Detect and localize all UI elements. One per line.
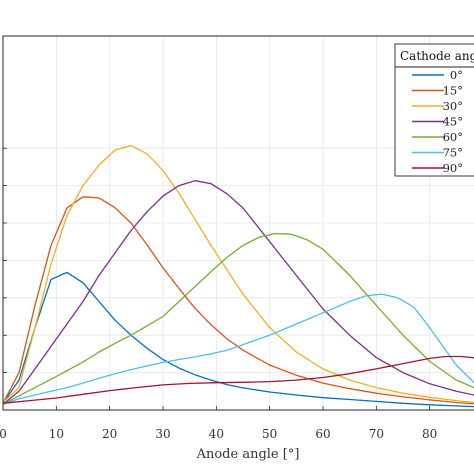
x-tick-label: 10 (49, 427, 64, 441)
x-tick-label: 50 (262, 427, 277, 441)
legend-items: 0° 15°30° 45°60° 75°90° (412, 68, 463, 175)
x-tick-label: 40 (209, 427, 224, 441)
legend-item-label: 45° (443, 115, 463, 129)
series-line-0 (2, 271, 474, 408)
series-line-1 (2, 196, 474, 405)
series-line-6 (2, 355, 474, 404)
series-line-3 (2, 180, 474, 405)
x-tick-label: 80 (422, 427, 437, 441)
x-tick-label: 30 (155, 427, 170, 441)
axis-ticks (2, 147, 431, 410)
x-axis-label: Anode angle [°] (196, 447, 300, 462)
legend-item-label: 60° (443, 130, 463, 144)
legend-item-label: 90° (443, 161, 463, 175)
legend-box (394, 43, 474, 177)
legend-item-label: 75° (443, 146, 463, 160)
x-tick-label: 60 (315, 427, 330, 441)
series-lines (2, 144, 474, 408)
legend-item-label: 0° (450, 68, 463, 82)
series-line-2 (2, 144, 474, 404)
legend-title: Cathode angle (400, 49, 474, 63)
legend-item-label: 15° (443, 84, 463, 98)
series-line-5 (2, 293, 474, 405)
legend-item-label: 30° (443, 99, 463, 113)
x-tick-label: 0 (0, 427, 7, 441)
x-tick-label: 20 (102, 427, 117, 441)
x-tick-label: 70 (369, 427, 384, 441)
x-tick-labels: 0 10 20 30 40 50 60 70 80 (0, 427, 437, 441)
legend: Cathode angle 0° 15°30° 45°60° 75°90° (394, 43, 474, 177)
